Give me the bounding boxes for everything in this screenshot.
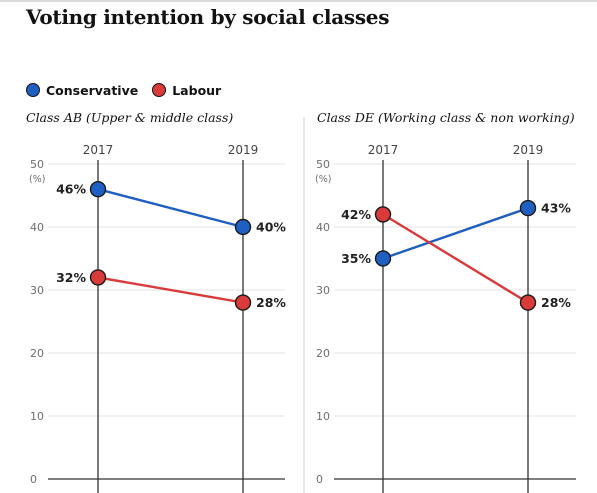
series-line-conservative (382, 206, 529, 260)
data-label-labour-2019: 28% (256, 295, 286, 310)
y-tick-label: 20 (316, 347, 330, 360)
y-tick-label: 40 (316, 221, 330, 234)
legend-swatch-labour (152, 83, 167, 97)
point-conservative-2019 (519, 199, 537, 217)
x-tick-label: 2019 (513, 143, 544, 157)
point-labour-2017 (89, 269, 107, 286)
data-label-labour-2017: 42% (341, 207, 371, 222)
series-line-labour (97, 276, 244, 304)
y-tick-label: 30 (30, 284, 44, 297)
point-conservative-2019 (234, 218, 252, 236)
panel-title-de: Class DE (Working class & non working) (317, 110, 575, 125)
y-tick-label: 50 (30, 158, 44, 171)
series-line-labour (382, 213, 529, 304)
chart-title: Voting intention by social classes (26, 5, 390, 29)
y-tick-label: 50 (316, 158, 330, 171)
legend-label-conservative: Conservative (46, 82, 139, 98)
data-label-labour-2019: 28% (541, 295, 571, 310)
y-unit-label: (%) (29, 174, 45, 185)
data-label-conservative-2017: 46% (56, 182, 86, 197)
panel-de: 0 10 20 30 40 50 (%) 2017 2019 35% 43% 42% 28% (315, 143, 576, 493)
data-label-conservative-2017: 35% (341, 251, 371, 266)
panel-ab: 0 10 20 30 40 50 (%) 2017 2019 46% 40% 32% 28% (29, 143, 286, 493)
y-tick-label: 40 (30, 221, 44, 234)
series-line-conservative (97, 188, 244, 229)
y-unit-label: (%) (315, 174, 331, 185)
x-tick-label: 2017 (368, 143, 399, 157)
y-tick-label: 20 (30, 347, 44, 360)
point-conservative-2017 (89, 180, 107, 198)
x-tick-label: 2017 (83, 143, 114, 157)
data-label-conservative-2019: 43% (541, 201, 571, 216)
y-tick-label: 10 (30, 410, 44, 423)
y-tick-label: 30 (316, 284, 330, 297)
panel-title-ab: Class AB (Upper & middle class) (26, 110, 234, 125)
data-label-labour-2017: 32% (56, 270, 86, 285)
y-tick-label: 0 (316, 473, 323, 486)
point-conservative-2017 (374, 250, 392, 267)
legend-item-conservative: Conservative (26, 83, 138, 98)
legend: Conservative Labour (26, 80, 235, 100)
x-tick-label: 2019 (228, 143, 259, 157)
point-labour-2019 (234, 294, 252, 311)
legend-label-labour: Labour (172, 82, 222, 98)
y-tick-label: 10 (316, 410, 330, 423)
y-tick-label: 0 (30, 473, 37, 486)
point-labour-2019 (519, 294, 537, 311)
data-label-conservative-2019: 40% (256, 220, 286, 235)
legend-swatch-conservative (26, 83, 40, 97)
point-labour-2017 (374, 206, 392, 223)
legend-item-labour: Labour (152, 83, 221, 98)
top-rule (0, 0, 597, 2)
